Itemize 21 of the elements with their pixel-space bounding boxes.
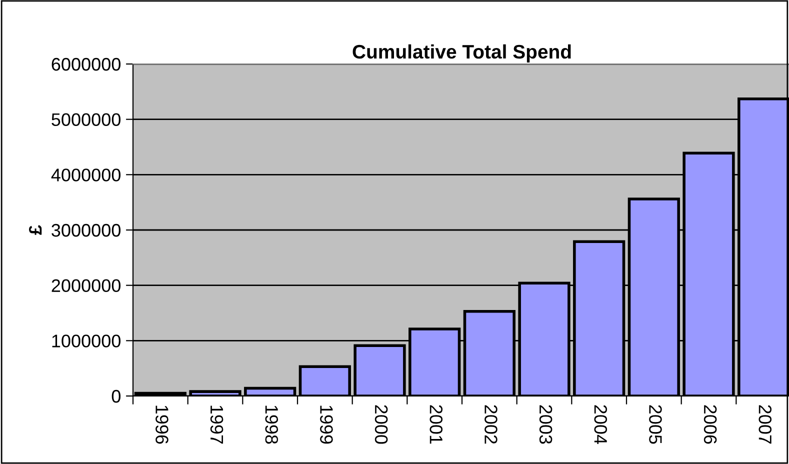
y-tick-label: 1000000 <box>52 334 120 348</box>
x-tick-label: 2000 <box>374 405 388 444</box>
x-tick-label: 1998 <box>265 406 278 444</box>
x-tick-label: 2006 <box>704 405 717 444</box>
y-tick-label: 0 <box>112 390 120 403</box>
y-tick-label: 4000000 <box>51 168 120 182</box>
x-tick-label: 2007 <box>758 405 772 444</box>
x-tick-label: 1997 <box>210 406 224 444</box>
x-tick-label: 1996 <box>156 406 168 444</box>
y-tick-label: 3000000 <box>52 224 120 237</box>
y-tick-label: 2000000 <box>52 279 120 292</box>
y-axis-title: £ <box>29 225 42 235</box>
y-tick-label: 6000000 <box>52 58 120 71</box>
x-tick-label: 1999 <box>320 406 333 444</box>
chart-title: Cumulative Total Spend <box>352 44 571 62</box>
x-tick-label: 2003 <box>539 405 552 444</box>
x-tick-label: 2005 <box>649 405 662 444</box>
x-tick-label: 2002 <box>484 405 498 444</box>
y-tick-label: 5000000 <box>52 113 120 126</box>
x-tick-label: 2004 <box>594 405 608 444</box>
x-tick-label: 2001 <box>430 405 443 444</box>
